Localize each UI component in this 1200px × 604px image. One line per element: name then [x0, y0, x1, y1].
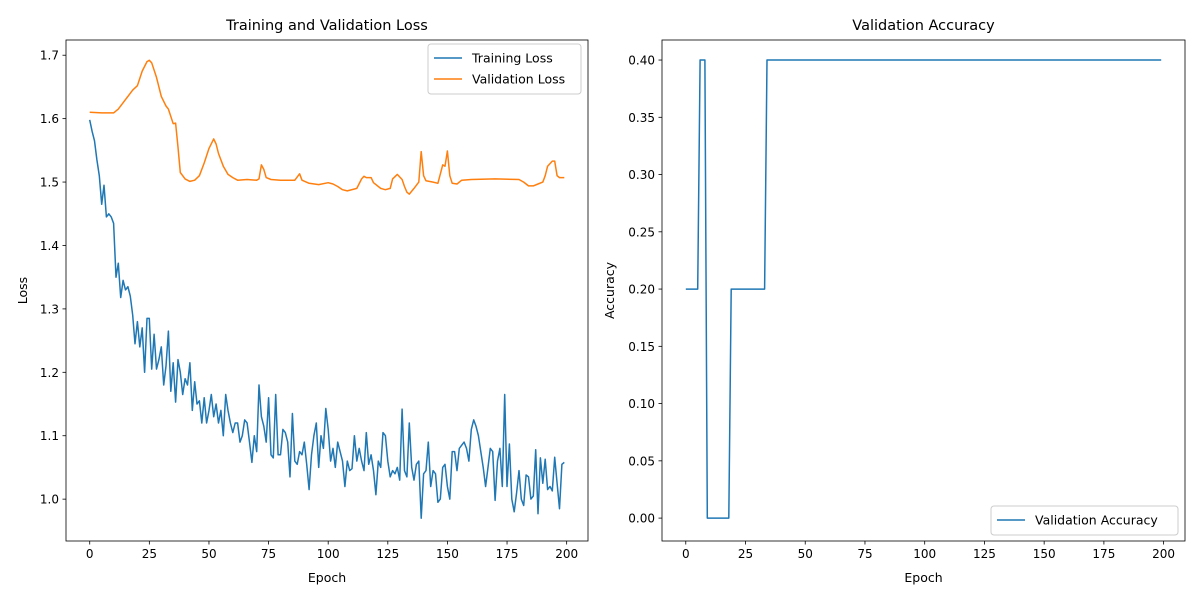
legend-label: Training Loss — [471, 51, 553, 66]
series-line-validation-loss — [89, 59, 565, 195]
y-axis-label: Loss — [15, 277, 30, 304]
y-axis-label: Accuracy — [602, 261, 617, 319]
x-tick-label: 150 — [1033, 547, 1056, 561]
chart-title: Validation Accuracy — [852, 18, 995, 34]
chart-0: 0 25 50 75 100 125 150 175 200 1.0 1.1 1.2 1.3 1.4 1.5… — [15, 18, 589, 585]
x-tick-label: 100 — [913, 547, 936, 561]
x-tick-label: 25 — [738, 547, 753, 561]
legend-box — [990, 505, 1179, 536]
chart-title: Training and Validation Loss — [225, 18, 428, 34]
x-tick-label: 75 — [261, 547, 276, 561]
y-tick-label: 1.1 — [40, 429, 59, 443]
axes-frame — [661, 39, 1186, 542]
x-tick-label: 50 — [798, 547, 813, 561]
x-tick-label: 200 — [1152, 547, 1175, 561]
x-tick-label: 75 — [857, 547, 872, 561]
legend-label: Validation Loss — [472, 72, 565, 87]
y-tick-label: 0.30 — [628, 168, 655, 182]
y-tick-label: 0.05 — [628, 454, 655, 468]
x-tick-label: 0 — [682, 547, 690, 561]
axes-frame — [65, 39, 589, 542]
x-tick-label: 0 — [86, 547, 94, 561]
legend-label: Validation Accuracy — [1035, 513, 1158, 528]
legend-box — [427, 43, 582, 95]
legend: Validation Accuracy — [990, 505, 1179, 536]
y-tick-label: 0.20 — [628, 283, 655, 297]
chart-1: 0 25 50 75 100 125 150 175 200 0.00 0.05 0.10 0.15 0.… — [602, 18, 1186, 585]
y-tick-label: 0.00 — [628, 512, 655, 526]
x-tick-label: 125 — [973, 547, 996, 561]
x-axis-label: Epoch — [308, 570, 346, 585]
series-line-training-loss — [88, 119, 565, 519]
y-tick-label: 1.6 — [40, 112, 59, 126]
x-tick-label: 50 — [201, 547, 216, 561]
y-tick-label: 0.25 — [628, 225, 655, 239]
y-tick-label: 1.2 — [40, 366, 59, 380]
x-axis-label: Epoch — [904, 570, 942, 585]
y-tick-label: 1.4 — [40, 239, 59, 253]
y-tick-label: 1.0 — [40, 493, 59, 507]
x-tick-label: 175 — [496, 547, 519, 561]
series-line-validation-accuracy — [685, 59, 1162, 519]
x-tick-label: 100 — [317, 547, 340, 561]
y-tick-label: 1.3 — [40, 302, 59, 316]
y-tick-label: 1.5 — [40, 176, 59, 190]
y-tick-label: 0.15 — [628, 340, 655, 354]
x-tick-label: 125 — [376, 547, 399, 561]
y-tick-label: 0.10 — [628, 397, 655, 411]
x-tick-label: 25 — [142, 547, 157, 561]
x-tick-label: 175 — [1092, 547, 1115, 561]
x-tick-label: 150 — [436, 547, 459, 561]
y-tick-label: 1.7 — [40, 49, 59, 63]
legend: Training Loss Validation Loss — [427, 43, 582, 95]
y-tick-label: 0.35 — [628, 111, 655, 125]
x-tick-label: 200 — [555, 547, 578, 561]
y-tick-label: 0.40 — [628, 54, 655, 68]
